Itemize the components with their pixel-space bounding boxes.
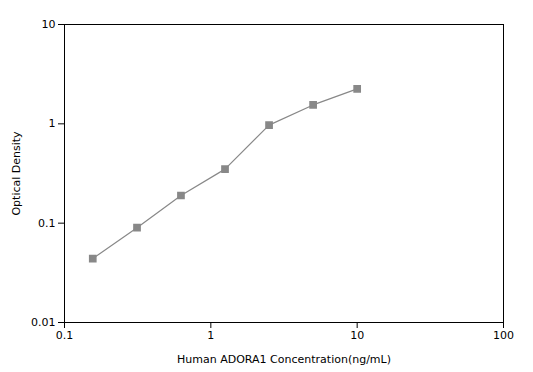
svg-text:0.1: 0.1 [38, 217, 56, 230]
svg-text:10: 10 [42, 18, 56, 31]
svg-text:1: 1 [207, 329, 214, 342]
svg-text:100: 100 [493, 329, 514, 342]
svg-text:Human ADORA1 Concentration(ng/: Human ADORA1 Concentration(ng/mL) [177, 353, 391, 366]
svg-text:10: 10 [350, 329, 364, 342]
svg-text:Optical Density: Optical Density [10, 131, 23, 216]
svg-text:0.01: 0.01 [31, 316, 56, 329]
svg-text:0.1: 0.1 [56, 329, 74, 342]
svg-text:1: 1 [49, 117, 56, 130]
